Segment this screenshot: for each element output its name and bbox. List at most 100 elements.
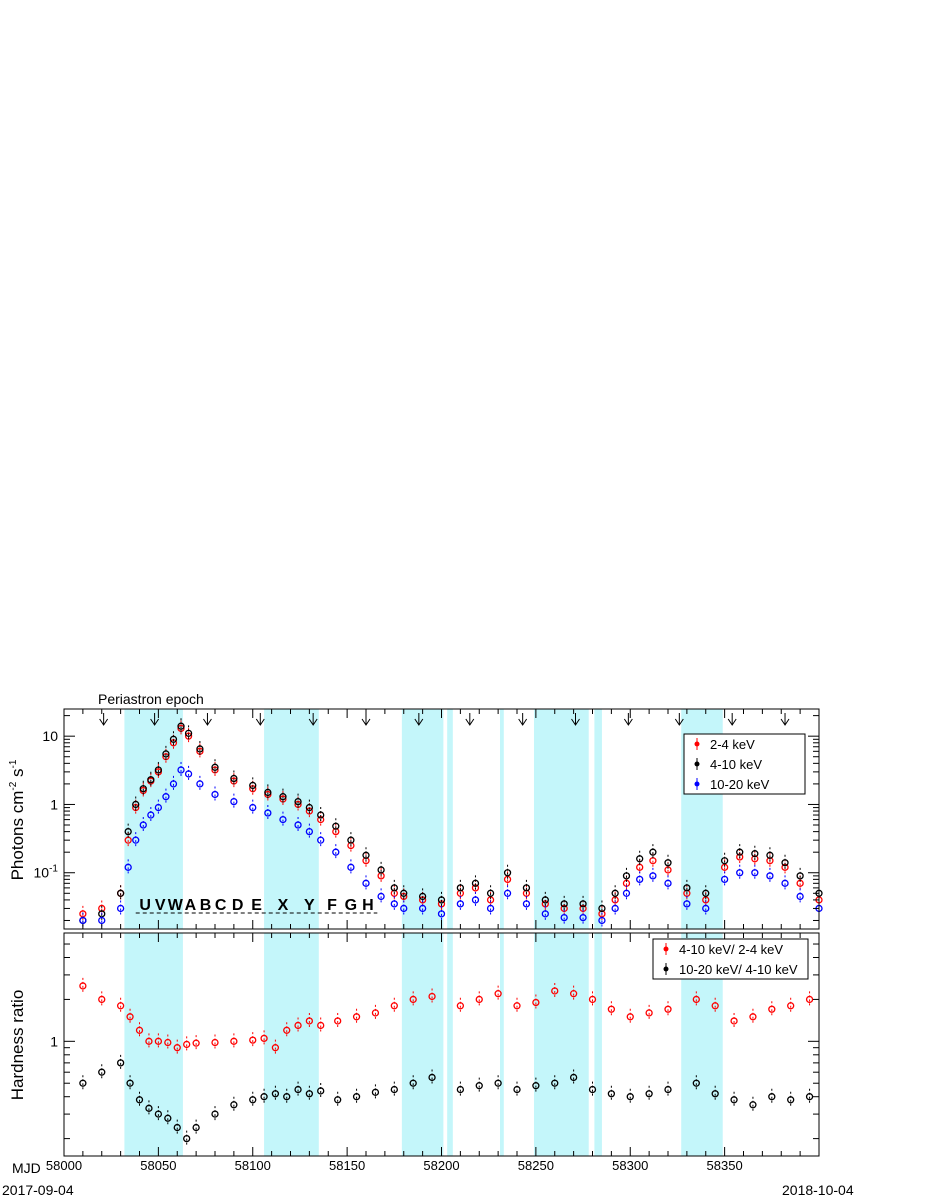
data-point xyxy=(177,722,185,730)
legend-label: 10-20 keV/ 4-10 keV xyxy=(679,962,798,977)
data-point xyxy=(588,1085,597,1094)
data-point xyxy=(588,995,597,1004)
data-point xyxy=(649,872,657,880)
data-point xyxy=(560,900,568,908)
data-point xyxy=(400,904,408,913)
phase-label: Y xyxy=(304,897,315,914)
data-point xyxy=(486,904,495,913)
data-point xyxy=(332,848,340,856)
shaded-region xyxy=(594,933,602,1156)
data-point xyxy=(279,793,287,801)
data-point xyxy=(196,780,204,788)
mjd-axis-label: MJD xyxy=(12,1160,41,1176)
data-point xyxy=(768,1005,776,1013)
data-point xyxy=(720,857,729,865)
x-tick-label: 58300 xyxy=(612,1158,648,1173)
legend-marker xyxy=(663,946,669,952)
data-point xyxy=(390,900,398,908)
x-tick-label: 58000 xyxy=(46,1158,82,1173)
periastron-arrow-head xyxy=(99,718,109,726)
data-point xyxy=(475,995,483,1004)
data-point xyxy=(622,872,631,880)
data-point xyxy=(626,1093,634,1101)
periastron-arrow-head xyxy=(361,718,371,726)
hardness-legend: 4-10 keV/ 2-4 keV 10-20 keV/ 4-10 keV xyxy=(652,938,809,980)
data-point xyxy=(184,729,193,737)
data-point xyxy=(162,793,170,801)
data-point xyxy=(664,1085,672,1094)
data-point xyxy=(169,780,178,788)
shaded-region xyxy=(533,933,589,1156)
hardness-x-ticks: 58000 58050 58100 58150 58200 58250 58300 58350 xyxy=(46,933,820,1173)
data-point xyxy=(317,836,325,844)
data-point xyxy=(183,1134,191,1143)
data-point xyxy=(294,1085,302,1094)
flux-y-axis-label: Photons cm-2 s-1 xyxy=(8,759,27,880)
data-point xyxy=(169,735,178,743)
data-point xyxy=(390,1085,398,1094)
shaded-region xyxy=(500,933,504,1156)
data-point xyxy=(79,982,87,990)
x-tick-label: 58050 xyxy=(140,1158,176,1173)
x-tick-label: 58250 xyxy=(518,1158,554,1173)
data-point xyxy=(551,987,559,995)
data-point xyxy=(471,879,480,887)
periastron-arrow-head xyxy=(674,718,684,726)
data-point xyxy=(645,1009,653,1017)
data-point xyxy=(749,1101,757,1109)
data-point xyxy=(377,892,385,901)
phase-label: U xyxy=(139,897,151,914)
data-point xyxy=(560,913,568,922)
phase-label: G xyxy=(345,897,357,914)
data-point xyxy=(211,790,219,799)
data-point xyxy=(768,1093,776,1101)
date-end-label: 2018-10-04 xyxy=(782,1182,854,1198)
data-point xyxy=(551,1079,559,1087)
data-point xyxy=(317,811,325,819)
data-point xyxy=(418,892,427,901)
shaded-regions xyxy=(124,709,723,929)
data-point xyxy=(211,763,219,771)
data-point xyxy=(98,1068,106,1076)
data-point xyxy=(471,896,480,904)
data-point xyxy=(162,750,170,758)
hardness-series xyxy=(79,977,814,1147)
y-tick-label: 10 xyxy=(42,728,58,744)
legend-box xyxy=(683,733,806,795)
shaded-region xyxy=(500,709,504,929)
periastron-arrow-head xyxy=(203,718,212,726)
data-point xyxy=(626,1013,634,1021)
data-point xyxy=(154,803,163,812)
data-point xyxy=(787,1002,795,1010)
data-point xyxy=(736,869,744,877)
data-point xyxy=(305,803,314,812)
x-tick-label: 58350 xyxy=(707,1158,743,1173)
data-point xyxy=(664,859,672,867)
data-point xyxy=(352,1093,361,1101)
phase-label: H xyxy=(362,897,374,914)
data-point xyxy=(154,1110,163,1118)
data-point xyxy=(154,766,163,774)
data-point xyxy=(532,998,540,1007)
data-point xyxy=(317,1021,325,1030)
phase-label: V xyxy=(155,897,166,914)
periastron-arrow-head xyxy=(255,718,265,726)
data-point xyxy=(787,1096,795,1104)
data-point xyxy=(132,800,140,809)
data-point xyxy=(400,889,408,897)
data-point xyxy=(522,900,531,908)
data-point xyxy=(192,1039,200,1047)
data-point xyxy=(486,889,495,897)
data-point xyxy=(79,1079,87,1087)
hardness-y-axis-label: Hardness ratio xyxy=(8,990,27,1101)
data-point xyxy=(720,875,729,884)
data-point xyxy=(177,766,185,774)
data-point xyxy=(264,809,272,817)
data-point xyxy=(702,889,710,897)
data-point xyxy=(569,990,578,998)
data-point xyxy=(569,1073,578,1082)
periastron-arrow-head xyxy=(465,718,475,726)
y-tick-label: 10-1 xyxy=(34,864,59,881)
